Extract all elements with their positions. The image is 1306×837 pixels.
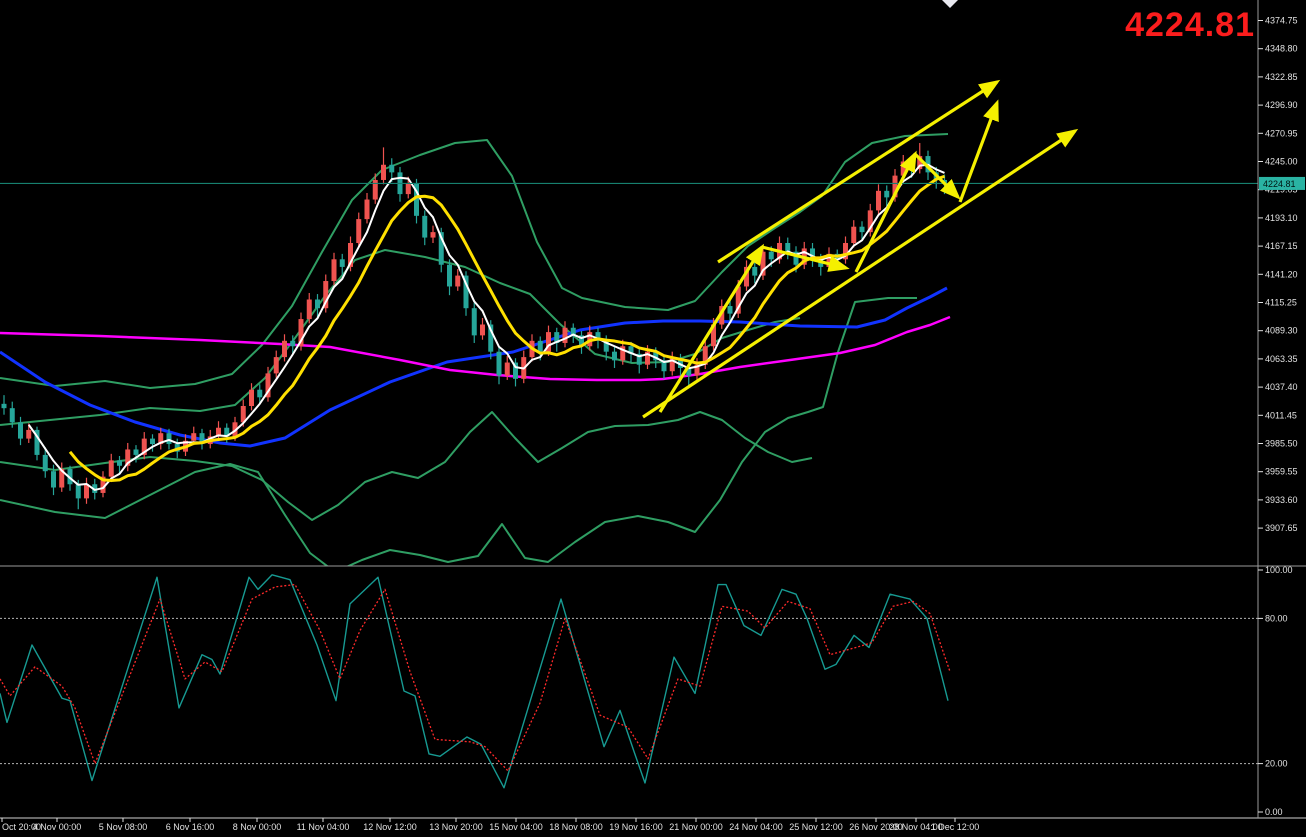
price-tag: 4224.81 [1259, 176, 1305, 190]
stochastic-indicator[interactable] [0, 574, 1258, 789]
axis-label: 26 Nov 20:00 [849, 822, 903, 832]
trend-annotations[interactable] [642, 79, 1079, 419]
axis-label: 3907.65 [1265, 523, 1298, 533]
axis-label: 4167.15 [1265, 241, 1298, 251]
axis-label: 18 Nov 08:00 [549, 822, 603, 832]
axis-label: 4322.85 [1265, 72, 1298, 82]
axis-label: 1 Dec 12:00 [931, 822, 980, 832]
indicator-axis[interactable]: 100.00 80.00 20.00 0.00 [1258, 565, 1293, 817]
axis-label: 4296.90 [1265, 100, 1298, 110]
axis-label: 4 Nov 00:00 [33, 822, 82, 832]
axis-label: 4348.80 [1265, 44, 1298, 54]
axis-label: 28 Nov 04:00 [889, 822, 943, 832]
axis-label: 3933.60 [1265, 495, 1298, 505]
axis-label: 5 Nov 08:00 [99, 822, 148, 832]
shift-marker-icon[interactable] [942, 0, 958, 8]
axis-label: 11 Nov 04:00 [297, 822, 350, 832]
axis-label: 6 Nov 16:00 [166, 822, 215, 832]
axis-label: 3959.55 [1265, 467, 1298, 477]
axis-label: 80.00 [1265, 613, 1288, 623]
axis-label: 25 Nov 12:00 [789, 822, 843, 832]
axis-label: 4011.45 [1265, 410, 1297, 420]
axis-label: 4063.35 [1265, 354, 1298, 364]
time-axis[interactable]: Oct 20:004 Nov 00:00 5 Nov 08:00 6 Nov 16:… [1, 818, 980, 832]
axis-label: 4089.30 [1265, 326, 1298, 336]
axis-label: 8 Nov 00:00 [233, 822, 282, 832]
axis-label: 4193.10 [1265, 213, 1298, 223]
axis-label: 0.00 [1265, 807, 1283, 817]
axis-label: 4245.00 [1265, 156, 1298, 166]
main-chart-area[interactable] [0, 133, 951, 572]
axis-label: 19 Nov 16:00 [609, 822, 663, 832]
axis-label: 15 Nov 04:00 [489, 822, 543, 832]
axis-label: 20.00 [1265, 759, 1288, 769]
axis-label: 4037.40 [1265, 382, 1298, 392]
axis-label: 4115.25 [1265, 297, 1297, 307]
axis-label: 4374.75 [1265, 16, 1298, 26]
axis-label: 100.00 [1265, 565, 1293, 575]
price-axis[interactable]: 4374.75 4348.80 4322.85 4296.90 4270.95 4245.… [1258, 16, 1305, 534]
axis-label: Oct 20:00 [2, 822, 41, 832]
axis-label: 13 Nov 20:00 [429, 822, 483, 832]
current-price-readout: 4224.81 [1125, 6, 1255, 44]
axis-label: 12 Nov 12:00 [363, 822, 417, 832]
axis-label: 4224.81 [1263, 179, 1296, 189]
axis-label: 3985.50 [1265, 438, 1298, 448]
axis-label: 21 Nov 00:00 [669, 822, 723, 832]
axis-label: 4141.20 [1265, 269, 1298, 279]
axis-label: 4270.95 [1265, 128, 1298, 138]
axis-label: 24 Nov 04:00 [729, 822, 783, 832]
